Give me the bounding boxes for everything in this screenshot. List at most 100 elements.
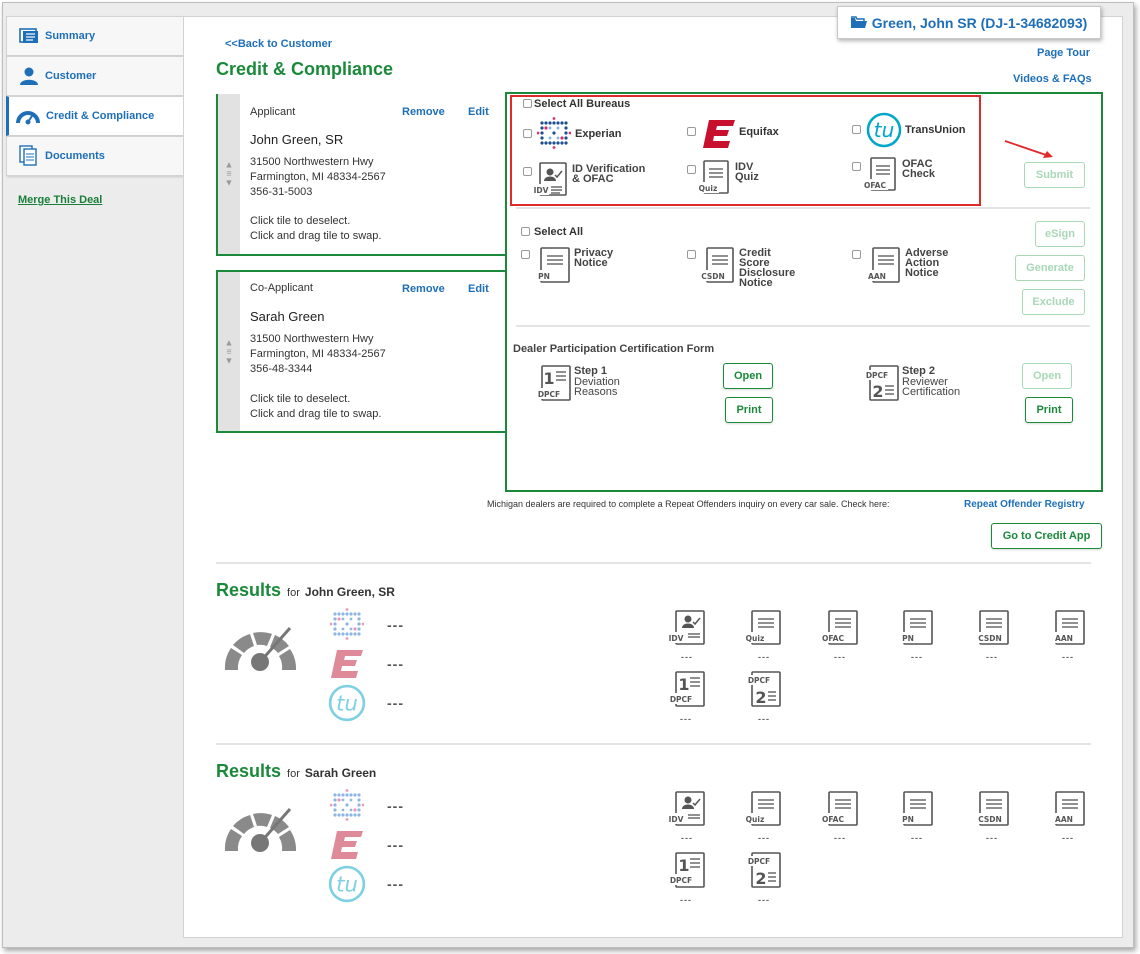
documents-icon <box>19 145 37 166</box>
aan-label-line3: Notice <box>905 267 939 279</box>
idv-ofac-checkbox[interactable] <box>523 167 532 176</box>
ofac-check-label-line1: OFAC <box>902 158 933 170</box>
dpcf-step1-line1: Deviation <box>574 376 620 388</box>
ofac-check-checkbox[interactable] <box>852 162 861 171</box>
page-title: Credit & Compliance <box>216 59 394 79</box>
csdn-result-value: --- <box>986 833 998 843</box>
applicant-name: John Green, SR <box>250 132 344 147</box>
sidebar-item-label: Credit & Compliance <box>46 110 155 122</box>
select-all-notices-checkbox[interactable] <box>521 227 530 236</box>
svg-text:2: 2 <box>872 382 883 401</box>
idv-ofac-label-line2: & OFAC <box>572 173 614 185</box>
remove-applicant-link[interactable]: Remove <box>402 106 445 118</box>
tile-hint-swap: Click and drag tile to swap. <box>250 408 382 420</box>
dpcf-step1-result-value: --- <box>680 714 692 724</box>
quiz-document-icon: Quiz <box>697 160 731 201</box>
co-applicant-tile[interactable]: ▲ ≡ ▼ Co-Applicant Remove Edit Sarah Green… <box>216 270 507 433</box>
transunion-result-value: --- <box>387 695 404 711</box>
experian-result-value: --- <box>387 617 404 633</box>
transunion-checkbox[interactable] <box>852 125 861 134</box>
dpcf-step1-open-button[interactable]: Open <box>723 363 773 389</box>
generate-button[interactable]: Generate <box>1015 255 1085 281</box>
aan-label-line1: Adverse <box>905 247 949 259</box>
equifax-checkbox[interactable] <box>687 127 696 136</box>
compliance-panel <box>505 92 1103 492</box>
results-title: Results <box>216 761 282 781</box>
select-all-bureaus-label: Select All Bureaus <box>534 98 631 110</box>
results-title: Results <box>216 580 282 600</box>
dpcf-step2-open-button[interactable]: Open <box>1022 363 1072 389</box>
equifax-result-value: --- <box>387 656 404 672</box>
co-applicant-address-line1: 31500 Northwestern Hwy <box>250 333 374 345</box>
dpcf-step1-line2: Reasons <box>574 386 618 398</box>
applicant-role: Applicant <box>250 106 296 118</box>
privacy-notice-checkbox[interactable] <box>521 250 530 259</box>
divider <box>516 207 1090 209</box>
svg-text:2: 2 <box>755 688 766 707</box>
merge-deal-link[interactable]: Merge This Deal <box>18 194 103 206</box>
idv-quiz-checkbox[interactable] <box>687 165 696 174</box>
back-to-customer-link[interactable]: <<Back to Customer <box>225 38 332 50</box>
dpcf-step1-print-button[interactable]: Print <box>725 397 773 423</box>
drag-handle[interactable]: ▲ ≡ ▼ <box>218 94 240 254</box>
tile-hint-deselect: Click tile to deselect. <box>250 215 351 227</box>
drag-handle[interactable]: ▲ ≡ ▼ <box>218 272 240 431</box>
repeat-offender-registry-link[interactable]: Repeat Offender Registry <box>964 499 1085 510</box>
experian-checkbox[interactable] <box>523 129 532 138</box>
idv-ofac-label-line1: ID Verification <box>572 163 646 175</box>
pn-result-value: --- <box>911 652 923 662</box>
aan-result-value: --- <box>1062 833 1074 843</box>
submit-button[interactable]: Submit <box>1024 162 1085 188</box>
svg-text:1: 1 <box>678 856 689 875</box>
dpcf-step2-print-button[interactable]: Print <box>1025 397 1073 423</box>
csdn-result-icon: CSDN <box>972 791 1012 832</box>
idv-document-icon: IDV <box>533 162 567 203</box>
equifax-result-icon <box>331 831 363 859</box>
equifax-result-icon <box>331 650 363 678</box>
svg-text:AAN: AAN <box>1055 634 1073 643</box>
applicant-tile[interactable]: ▲ ≡ ▼ Applicant Remove Edit John Green, SR… <box>216 94 507 256</box>
edit-co-applicant-link[interactable]: Edit <box>468 283 489 295</box>
svg-text:2: 2 <box>755 869 766 888</box>
co-applicant-ssn: 356-48-3344 <box>250 363 313 375</box>
csdn-label-line3: Disclosure <box>739 267 796 279</box>
svg-text:AAN: AAN <box>868 272 886 281</box>
equifax-label: Equifax <box>739 126 779 138</box>
aan-result-value: --- <box>1062 652 1074 662</box>
svg-text:OFAC: OFAC <box>822 815 844 824</box>
aan-checkbox[interactable] <box>852 250 861 259</box>
page-tour-link[interactable]: Page Tour <box>1037 47 1090 59</box>
summary-icon <box>19 28 38 43</box>
deal-badge: Green, John SR (DJ-1-34682093) <box>837 6 1101 39</box>
csdn-checkbox[interactable] <box>687 250 696 259</box>
svg-text:PN: PN <box>902 815 914 824</box>
edit-applicant-link[interactable]: Edit <box>468 106 489 118</box>
svg-text:tu: tu <box>874 118 895 142</box>
gauge-icon <box>16 111 40 125</box>
tile-hint-swap: Click and drag tile to swap. <box>250 230 382 242</box>
sidebar-item-label: Documents <box>45 150 105 162</box>
sidebar-item-documents[interactable]: Documents <box>6 136 184 176</box>
remove-co-applicant-link[interactable]: Remove <box>402 283 445 295</box>
exclude-button[interactable]: Exclude <box>1022 289 1085 315</box>
dpcf-step2-line2: Certification <box>902 386 961 398</box>
sidebar-item-credit-compliance[interactable]: Credit & Compliance <box>6 96 184 136</box>
arrow-annotation-icon <box>1004 140 1053 158</box>
esign-button[interactable]: eSign <box>1035 221 1085 247</box>
aan-label-line2: Action <box>905 257 940 269</box>
go-to-credit-app-button[interactable]: Go to Credit App <box>991 523 1102 549</box>
sidebar-item-summary[interactable]: Summary <box>6 16 184 56</box>
svg-text:1: 1 <box>678 675 689 694</box>
dpcf-step2-result-icon: DPCF 2 <box>742 671 782 714</box>
sidebar-item-customer[interactable]: Customer <box>6 56 184 96</box>
experian-result-icon <box>330 789 364 821</box>
aan-result-icon: AAN <box>1050 610 1090 651</box>
idv-result-value: --- <box>681 652 693 662</box>
equifax-logo-icon <box>703 120 735 148</box>
tile-hint-deselect: Click tile to deselect. <box>250 393 351 405</box>
svg-text:CSDN: CSDN <box>978 815 1002 824</box>
select-all-bureaus-checkbox[interactable] <box>523 99 532 108</box>
videos-faqs-link[interactable]: Videos & FAQs <box>1013 73 1092 85</box>
svg-text:Quiz: Quiz <box>746 634 765 643</box>
sidebar: Summary Customer Credit & Compliance Doc… <box>6 16 184 206</box>
